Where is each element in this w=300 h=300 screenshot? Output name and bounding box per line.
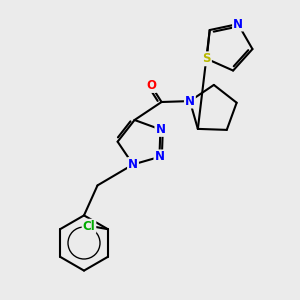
Text: O: O bbox=[146, 79, 156, 92]
Text: S: S bbox=[202, 52, 211, 65]
Text: N: N bbox=[185, 94, 195, 108]
Text: N: N bbox=[154, 150, 164, 164]
Text: N: N bbox=[155, 123, 165, 136]
Text: N: N bbox=[233, 17, 243, 31]
Text: Cl: Cl bbox=[82, 220, 95, 233]
Text: N: N bbox=[128, 158, 138, 171]
